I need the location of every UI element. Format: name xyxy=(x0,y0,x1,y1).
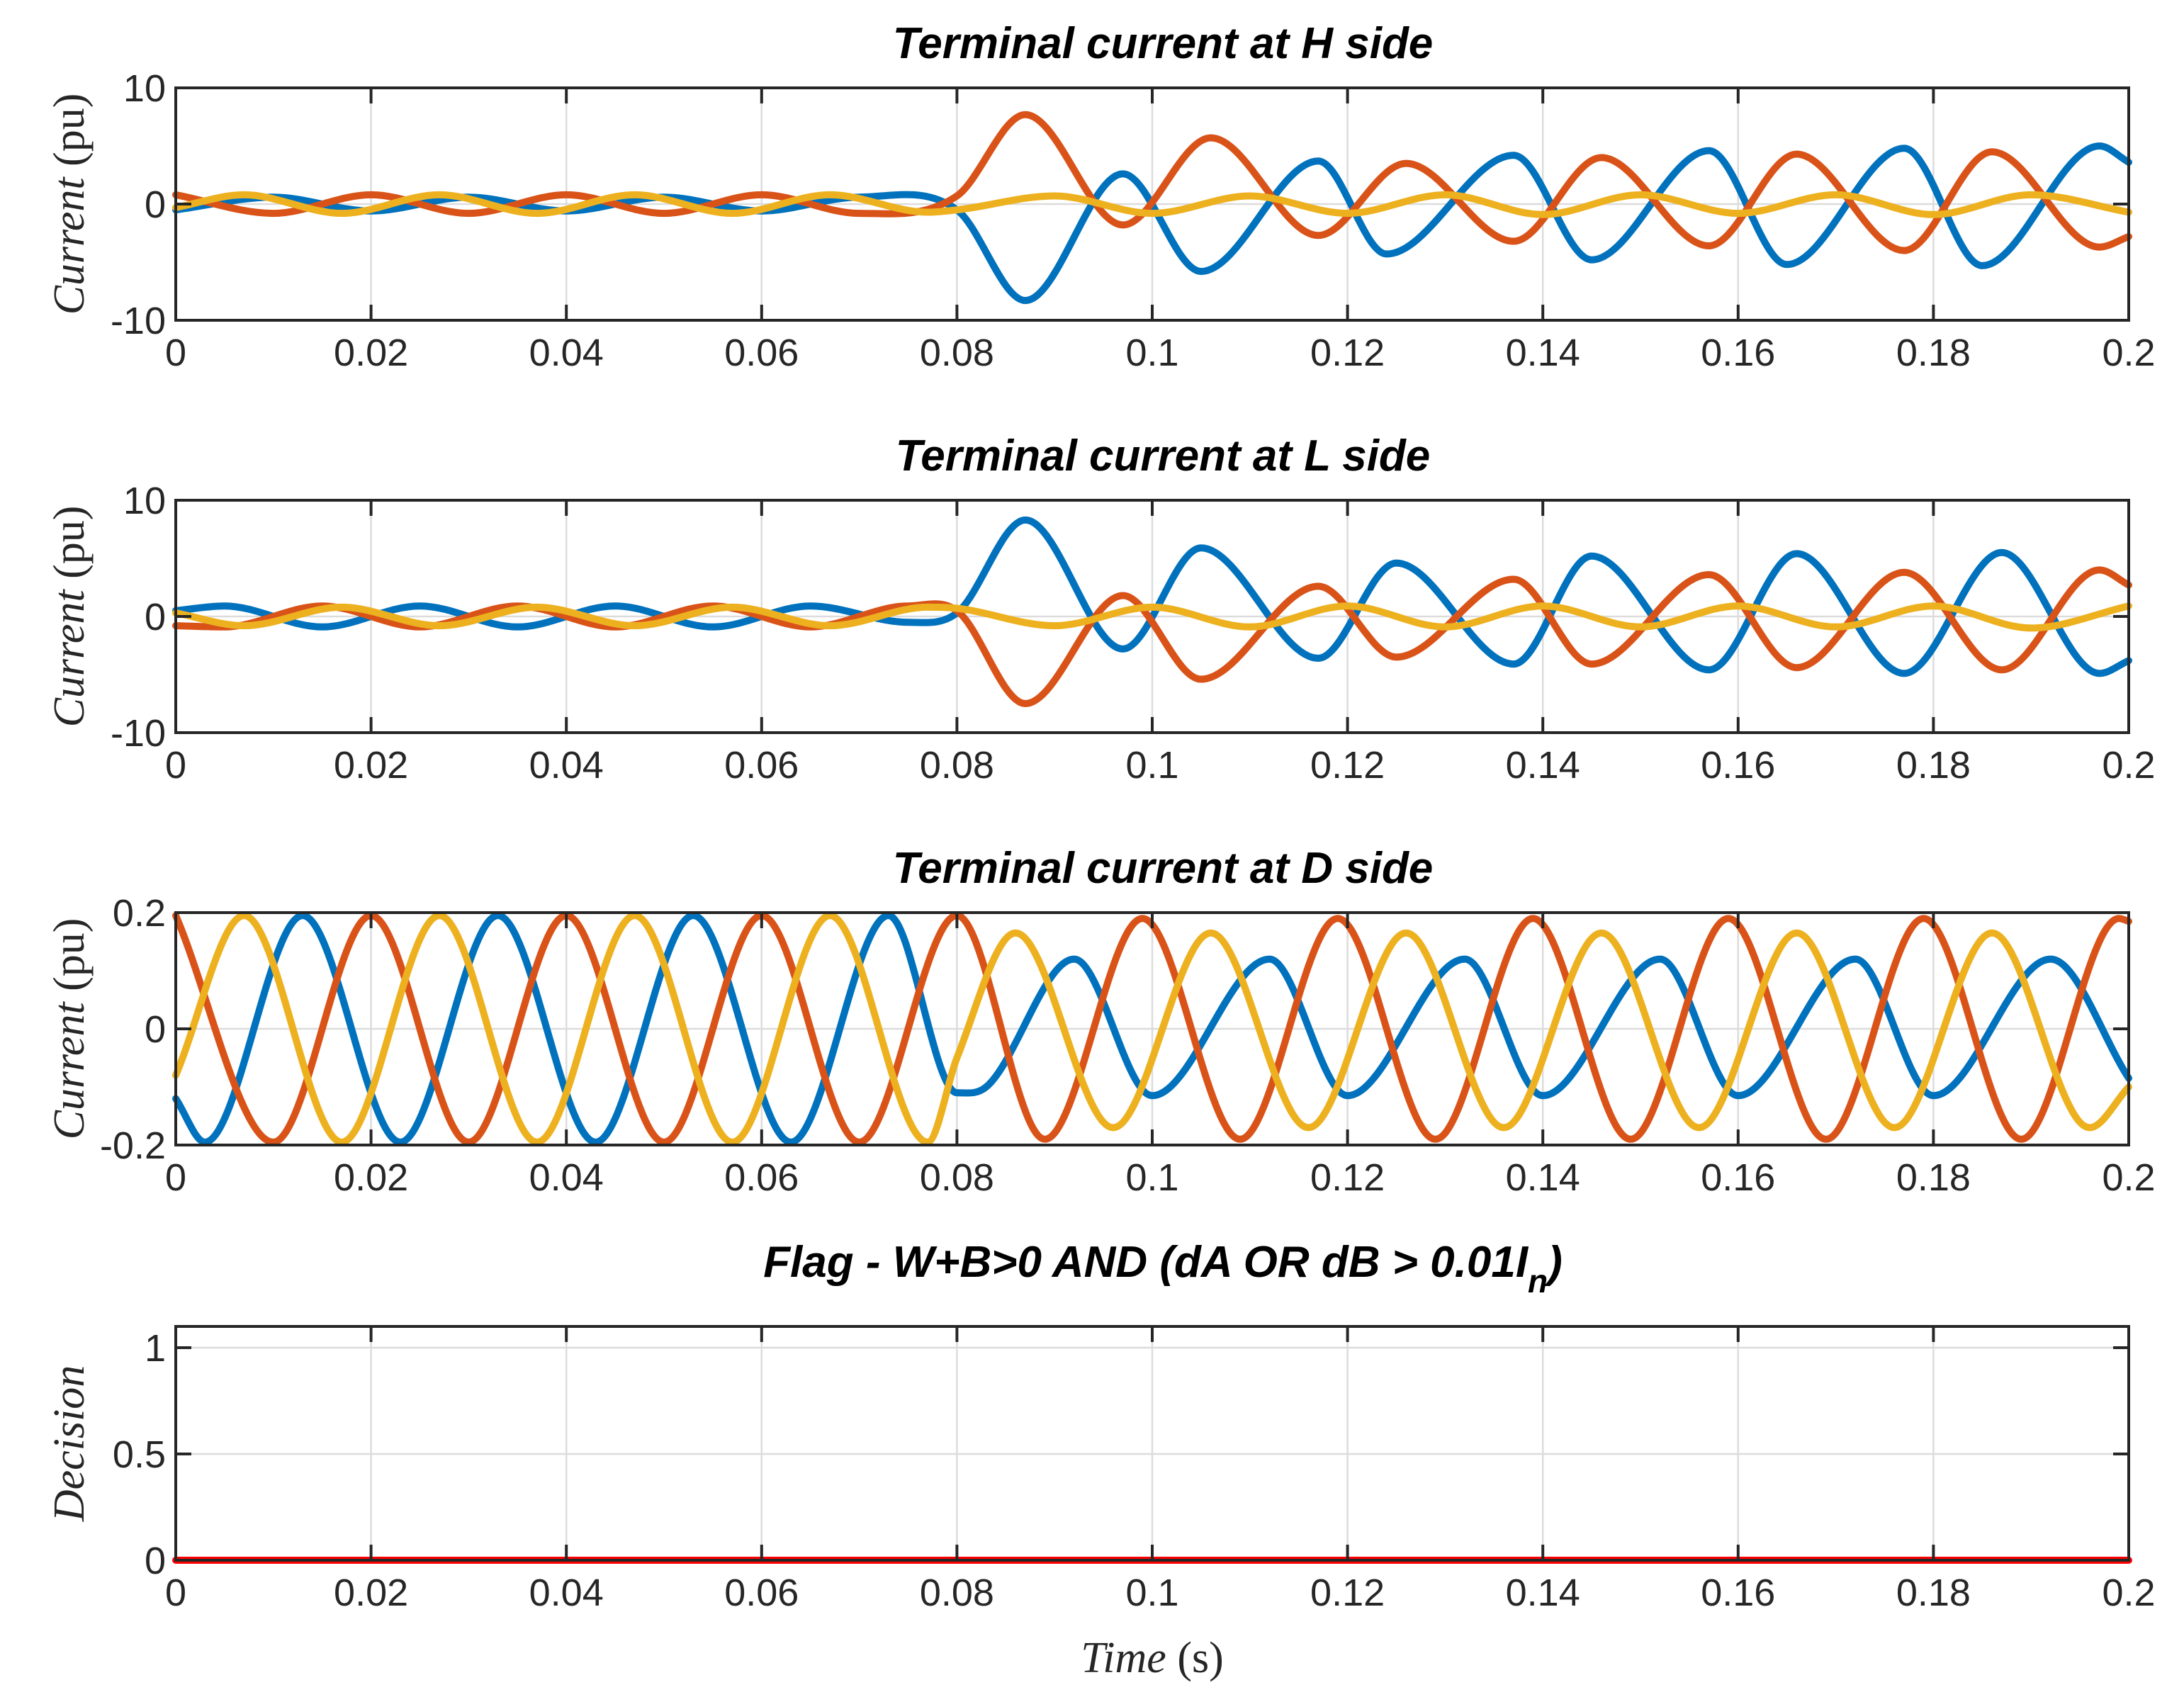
ytick-label-d-side-1: 0 xyxy=(145,1008,166,1051)
xtick-label-l-side-7: 0.14 xyxy=(1506,744,1580,787)
ytick-label-h-side-2: 10 xyxy=(123,67,166,110)
xtick-label-decision-4: 0.08 xyxy=(920,1572,994,1614)
ytick-label-l-side-1: 0 xyxy=(145,596,166,638)
ytick-label-decision-1: 0.5 xyxy=(113,1433,166,1476)
xtick-label-h-side-9: 0.18 xyxy=(1896,332,1971,374)
series-phase-a-l-side xyxy=(172,516,2132,677)
xtick-label-l-side-10: 0.2 xyxy=(2102,744,2155,787)
xtick-label-l-side-9: 0.18 xyxy=(1896,744,1971,787)
ylabel-l-side: Current (pu) xyxy=(45,506,94,728)
xtick-label-h-side-10: 0.2 xyxy=(2102,332,2155,374)
series-phase-a-d-side xyxy=(172,912,2132,1146)
xtick-label-h-side-3: 0.06 xyxy=(724,332,799,374)
xtick-label-decision-2: 0.04 xyxy=(529,1572,604,1614)
xtick-label-d-side-8: 0.16 xyxy=(1701,1156,1775,1199)
xtick-label-l-side-5: 0.1 xyxy=(1125,744,1178,787)
xtick-label-h-side-2: 0.04 xyxy=(529,332,604,374)
xtick-label-decision-0: 0 xyxy=(165,1572,186,1614)
xtick-label-l-side-4: 0.08 xyxy=(920,744,994,787)
series-phase-b-d-side xyxy=(172,912,2132,1146)
title-l-side: Terminal current at L side xyxy=(896,432,1431,480)
xtick-label-d-side-5: 0.1 xyxy=(1125,1156,1178,1199)
ytick-label-h-side-1: 0 xyxy=(145,184,166,226)
ytick-label-l-side-2: 10 xyxy=(123,480,166,522)
xtick-label-d-side-4: 0.08 xyxy=(920,1156,994,1199)
xtick-label-decision-3: 0.06 xyxy=(724,1572,799,1614)
xtick-label-decision-5: 0.1 xyxy=(1125,1572,1178,1614)
subplot-d-side: Terminal current at D side Current (pu) … xyxy=(45,844,2156,1199)
xtick-label-decision-9: 0.18 xyxy=(1896,1572,1971,1614)
ytick-label-d-side-0: -0.2 xyxy=(100,1124,166,1167)
xtick-label-d-side-0: 0 xyxy=(165,1156,186,1199)
xtick-label-decision-6: 0.12 xyxy=(1310,1572,1385,1614)
xtick-label-l-side-6: 0.12 xyxy=(1310,744,1385,787)
xlabel-time: Time (s) xyxy=(1081,1634,1224,1682)
ylabel-h-side: Current (pu) xyxy=(45,94,94,315)
xtick-label-h-side-0: 0 xyxy=(165,332,186,374)
xtick-label-h-side-5: 0.1 xyxy=(1125,332,1178,374)
ylabel-decision: Decision xyxy=(45,1365,94,1522)
xtick-label-decision-10: 0.2 xyxy=(2102,1572,2155,1614)
xtick-label-l-side-2: 0.04 xyxy=(529,744,604,787)
xtick-label-h-side-7: 0.14 xyxy=(1506,332,1580,374)
xtick-label-h-side-1: 0.02 xyxy=(334,332,408,374)
xtick-label-decision-7: 0.14 xyxy=(1506,1572,1580,1614)
xtick-label-l-side-3: 0.06 xyxy=(724,744,799,787)
xtick-label-d-side-10: 0.2 xyxy=(2102,1156,2155,1199)
xtick-label-h-side-4: 0.08 xyxy=(920,332,994,374)
ylabel-d-side: Current (pu) xyxy=(45,918,94,1140)
ytick-label-decision-0: 0 xyxy=(145,1540,166,1582)
xtick-label-decision-8: 0.16 xyxy=(1701,1572,1775,1614)
subplot-decision: Flag - W+B>0 AND (dA OR dB > 0.01In) Dec… xyxy=(45,1238,2156,1682)
series-phase-c-d-side xyxy=(172,912,2132,1146)
ytick-label-h-side-0: -10 xyxy=(111,300,166,342)
title-h-side: Terminal current at H side xyxy=(893,19,1434,68)
xtick-label-d-side-9: 0.18 xyxy=(1896,1156,1971,1199)
xtick-label-h-side-8: 0.16 xyxy=(1701,332,1775,374)
xtick-label-d-side-3: 0.06 xyxy=(724,1156,799,1199)
ytick-label-d-side-2: 0.2 xyxy=(113,892,166,935)
ytick-label-l-side-0: -10 xyxy=(111,712,166,755)
subplot-h-side: Terminal current at H side Current (pu) … xyxy=(45,19,2156,374)
xtick-label-d-side-1: 0.02 xyxy=(334,1156,408,1199)
series-phase-c-h-side xyxy=(172,191,2132,218)
series-phase-c-l-side xyxy=(172,602,2132,632)
title-decision: Flag - W+B>0 AND (dA OR dB > 0.01In) xyxy=(763,1238,1563,1299)
xtick-label-d-side-6: 0.12 xyxy=(1310,1156,1385,1199)
xtick-label-h-side-6: 0.12 xyxy=(1310,332,1385,374)
title-d-side: Terminal current at D side xyxy=(893,844,1434,893)
ytick-label-decision-2: 1 xyxy=(145,1327,166,1370)
xtick-label-l-side-1: 0.02 xyxy=(334,744,408,787)
xtick-label-decision-1: 0.02 xyxy=(334,1572,408,1614)
subplot-l-side: Terminal current at L side Current (pu) … xyxy=(45,432,2156,787)
xtick-label-l-side-8: 0.16 xyxy=(1701,744,1775,787)
xtick-label-l-side-0: 0 xyxy=(165,744,186,787)
xtick-label-d-side-7: 0.14 xyxy=(1506,1156,1580,1199)
xtick-label-d-side-2: 0.04 xyxy=(529,1156,604,1199)
